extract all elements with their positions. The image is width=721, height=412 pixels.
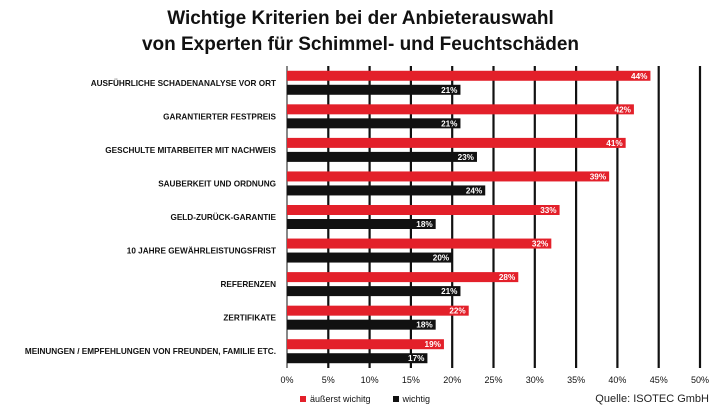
bar-wichtig bbox=[287, 84, 461, 95]
data-label: 41% bbox=[606, 139, 623, 148]
x-tick-label: 30% bbox=[526, 375, 544, 385]
legend-label-series-1: äußerst wichitg bbox=[310, 394, 371, 404]
category-label: 10 JAHRE GEWÄHRLEISTUNGSFRIST bbox=[127, 246, 276, 256]
bar-aeusserst-wichtig bbox=[287, 305, 469, 316]
category-label: GARANTIERTER FESTPREIS bbox=[163, 112, 276, 121]
legend-item-series-2: wichtig bbox=[392, 394, 431, 404]
data-label: 23% bbox=[458, 153, 475, 162]
data-label: 32% bbox=[532, 240, 549, 249]
data-label: 42% bbox=[615, 105, 632, 114]
category-label: SAUBERKEIT UND ORDNUNG bbox=[158, 179, 276, 188]
data-label: 21% bbox=[441, 86, 458, 95]
data-label: 21% bbox=[441, 119, 458, 128]
chart-legend: äußerst wichitg wichtig bbox=[300, 394, 430, 404]
legend-swatch-series-2 bbox=[392, 396, 399, 402]
bar-aeusserst-wichtig bbox=[287, 238, 552, 249]
category-label: ZERTIFIKATE bbox=[223, 314, 276, 323]
x-tick-label: 50% bbox=[691, 375, 709, 385]
legend-label-series-2: wichtig bbox=[402, 394, 431, 404]
x-tick-label: 40% bbox=[608, 375, 626, 385]
x-tick-label: 15% bbox=[402, 375, 420, 385]
bar-aeusserst-wichtig bbox=[287, 205, 560, 215]
bar-wichtig bbox=[287, 118, 461, 129]
chart-title: Wichtige Kriterien bei der Anbieterauswa… bbox=[0, 6, 721, 58]
data-label: 28% bbox=[499, 273, 516, 282]
bar-aeusserst-wichtig bbox=[287, 104, 634, 115]
x-tick-label: 25% bbox=[484, 375, 502, 385]
bar-wichtig bbox=[287, 151, 477, 162]
x-tick-label: 35% bbox=[567, 375, 585, 385]
source-note: Quelle: ISOTEC GmbH bbox=[595, 393, 709, 405]
data-label: 33% bbox=[540, 206, 557, 215]
bar-wichtig bbox=[287, 353, 428, 364]
data-label: 19% bbox=[425, 340, 442, 349]
data-label: 18% bbox=[416, 321, 433, 330]
data-label: 20% bbox=[433, 254, 450, 263]
category-label: GESCHULTE MITARBEITER MIT NACHWEIS bbox=[105, 146, 276, 155]
x-tick-label: 20% bbox=[443, 375, 461, 385]
data-label: 24% bbox=[466, 186, 483, 195]
bar-aeusserst-wichtig bbox=[287, 339, 444, 350]
chart-title-line-2: von Experten für Schimmel- und Feuchtsch… bbox=[141, 34, 580, 55]
bar-aeusserst-wichtig bbox=[287, 272, 519, 283]
bar-aeusserst-wichtig bbox=[287, 70, 651, 81]
data-label: 44% bbox=[631, 72, 648, 81]
chart-title-line-1: Wichtige Kriterien bei der Anbieterauswa… bbox=[167, 8, 554, 29]
bar-wichtig bbox=[287, 286, 461, 297]
data-label: 21% bbox=[441, 287, 458, 296]
legend-swatch-series-1 bbox=[300, 396, 306, 402]
x-tick-label: 0% bbox=[280, 375, 293, 385]
data-label: 22% bbox=[449, 307, 466, 316]
x-tick-label: 5% bbox=[322, 375, 335, 385]
data-label: 39% bbox=[590, 172, 607, 181]
category-label: AUSFÜHRLICHE SCHADENANALYSE VOR ORT bbox=[91, 78, 276, 88]
category-label: GELD-ZURÜCK-GARANTIE bbox=[170, 212, 276, 222]
x-tick-label: 45% bbox=[650, 375, 668, 385]
bar-aeusserst-wichtig bbox=[287, 171, 610, 182]
category-label: REFERENZEN bbox=[221, 280, 277, 289]
data-label: 17% bbox=[408, 354, 425, 363]
bar-wichtig bbox=[287, 252, 453, 263]
bar-wichtig bbox=[287, 185, 486, 196]
bar-aeusserst-wichtig bbox=[287, 137, 626, 148]
legend-item-series-1: äußerst wichitg bbox=[300, 394, 371, 404]
category-label: MEINUNGEN / EMPFEHLUNGEN VON FREUNDEN, F… bbox=[25, 347, 276, 356]
x-tick-label: 10% bbox=[361, 375, 379, 385]
bar-wichtig bbox=[287, 319, 436, 330]
bar-wichtig bbox=[287, 219, 436, 229]
data-label: 18% bbox=[416, 220, 433, 229]
